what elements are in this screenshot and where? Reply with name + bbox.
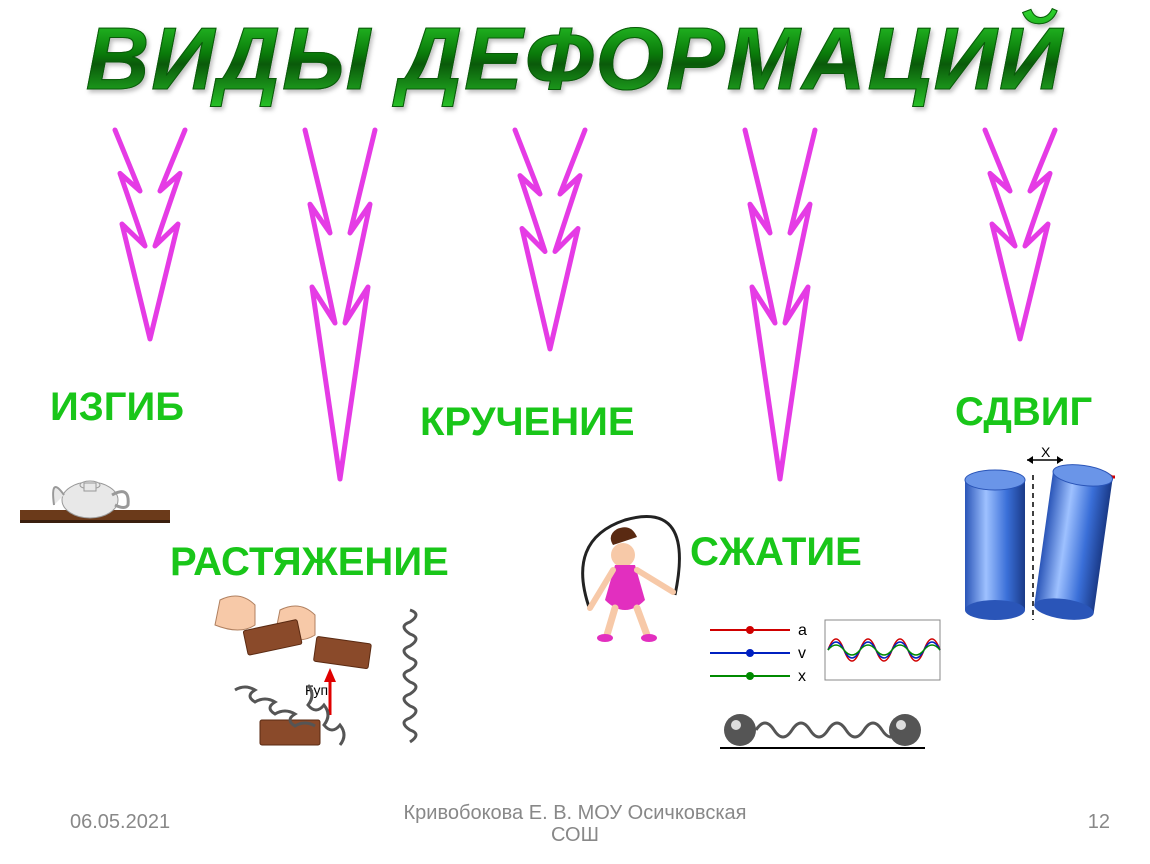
arrow-torsion xyxy=(490,125,610,355)
label-bend: ИЗГИБ xyxy=(50,385,184,430)
footer-page: 12 xyxy=(1088,811,1110,834)
shear-x-label: X xyxy=(1041,445,1051,460)
illus-stretch-icon: Fуп xyxy=(200,590,460,780)
illus-torsion-icon xyxy=(555,500,705,650)
illus-shear-icon: X xyxy=(945,445,1125,635)
illus-bend-icon xyxy=(20,455,180,535)
arrow-bend xyxy=(90,125,210,345)
arrow-compress xyxy=(720,125,840,485)
svg-text:a: a xyxy=(798,622,807,639)
svg-text:x: x xyxy=(798,668,806,685)
label-shear: СДВИГ xyxy=(955,390,1092,435)
label-compress: СЖАТИЕ xyxy=(690,530,862,575)
slide-title: ВИДЫ ДЕФОРМАЦИЙ xyxy=(0,8,1150,110)
footer-author: Кривобокова Е. В. МОУ ОсичковскаяСОШ xyxy=(0,802,1150,846)
illus-compress-icon: a v x xyxy=(700,615,950,765)
svg-text:v: v xyxy=(798,645,806,662)
slide: ВИДЫ ДЕФОРМАЦИЙ ИЗГИБ КРУЧЕНИЕ СДВИГ РАС… xyxy=(0,0,1150,864)
arrow-stretch xyxy=(280,125,400,485)
svg-text:Fуп: Fуп xyxy=(305,682,328,698)
label-stretch: РАСТЯЖЕНИЕ xyxy=(170,540,449,585)
arrow-shear xyxy=(960,125,1080,345)
label-torsion: КРУЧЕНИЕ xyxy=(420,400,635,445)
